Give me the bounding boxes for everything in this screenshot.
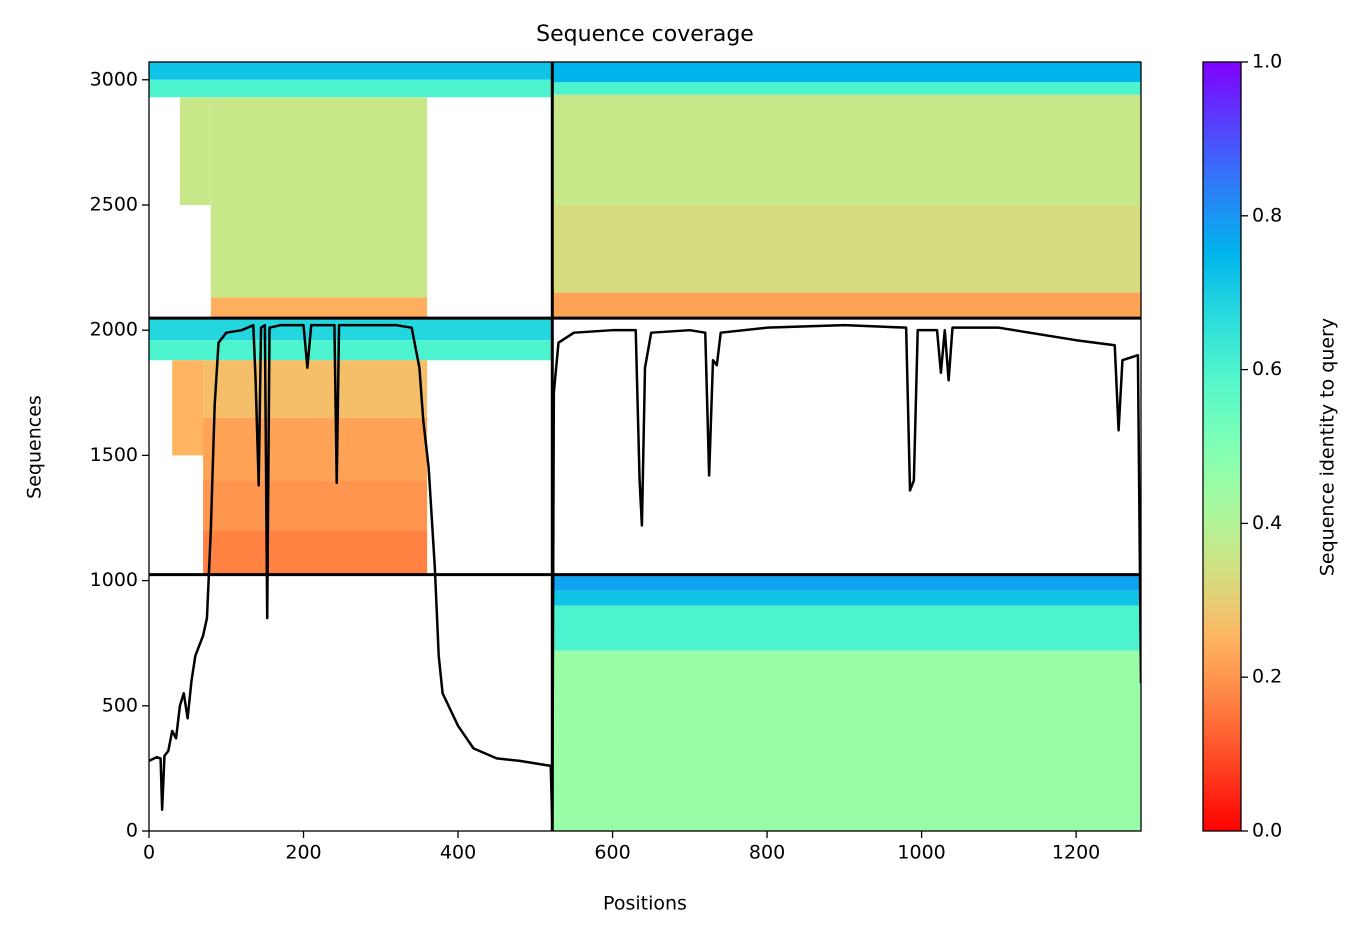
y-tick-label: 2000 bbox=[90, 319, 138, 341]
x-tick-label: 600 bbox=[594, 842, 630, 864]
msa-block bbox=[203, 417, 428, 481]
msa-block bbox=[203, 530, 428, 575]
colorbar-tick-label: 0.0 bbox=[1252, 820, 1282, 842]
colorbar-tick-label: 0.4 bbox=[1252, 512, 1282, 534]
msa-block bbox=[210, 297, 428, 319]
msa-block bbox=[149, 62, 553, 80]
msa-block bbox=[552, 94, 1141, 205]
msa-block bbox=[149, 79, 553, 98]
msa-block bbox=[552, 605, 1141, 651]
colorbar-label: Sequence identity to query bbox=[1317, 318, 1339, 576]
y-tick-label: 500 bbox=[102, 694, 138, 716]
y-tick-label: 2500 bbox=[90, 193, 138, 215]
msa-block bbox=[552, 62, 1141, 83]
msa-block bbox=[552, 82, 1141, 95]
y-axis-label: Sequences bbox=[24, 395, 46, 499]
coverage-line bbox=[149, 323, 1141, 825]
y-tick-label: 0 bbox=[126, 820, 138, 842]
msa-block bbox=[179, 97, 211, 205]
chart-title: Sequence coverage bbox=[536, 22, 754, 47]
y-tick-label: 1500 bbox=[90, 444, 138, 466]
msa-block bbox=[552, 590, 1141, 606]
x-tick-label: 1000 bbox=[897, 842, 945, 864]
colorbar-tick-label: 0.8 bbox=[1252, 204, 1282, 226]
colorbar-tick-label: 1.0 bbox=[1252, 51, 1282, 73]
msa-block bbox=[552, 650, 1141, 831]
x-tick-label: 1200 bbox=[1052, 842, 1100, 864]
msa-block bbox=[210, 97, 428, 298]
x-tick-label: 0 bbox=[143, 842, 155, 864]
colorbar-tick-label: 0.6 bbox=[1252, 358, 1282, 380]
msa-block bbox=[203, 480, 428, 531]
x-tick-label: 400 bbox=[440, 842, 476, 864]
y-tick-label: 1000 bbox=[90, 569, 138, 591]
msa-block bbox=[552, 204, 1141, 293]
x-tick-label: 200 bbox=[285, 842, 321, 864]
msa-block bbox=[552, 574, 1141, 591]
msa-block bbox=[149, 318, 553, 341]
axes: 0 200 400 600 800 1000 1200 0 500 1000 1500 2000 250… bbox=[90, 51, 1283, 864]
x-axis-label: Positions bbox=[603, 893, 687, 915]
y-tick-label: 3000 bbox=[90, 68, 138, 90]
plot-area bbox=[149, 62, 1141, 831]
msa-block bbox=[172, 360, 204, 456]
msa-block bbox=[203, 360, 428, 418]
msa-block bbox=[149, 340, 553, 361]
x-tick-label: 800 bbox=[749, 842, 785, 864]
axes-frame bbox=[148, 61, 1142, 832]
colorbar bbox=[1202, 61, 1242, 832]
msa-block bbox=[552, 292, 1141, 319]
colorbar-tick-label: 0.2 bbox=[1252, 666, 1282, 688]
